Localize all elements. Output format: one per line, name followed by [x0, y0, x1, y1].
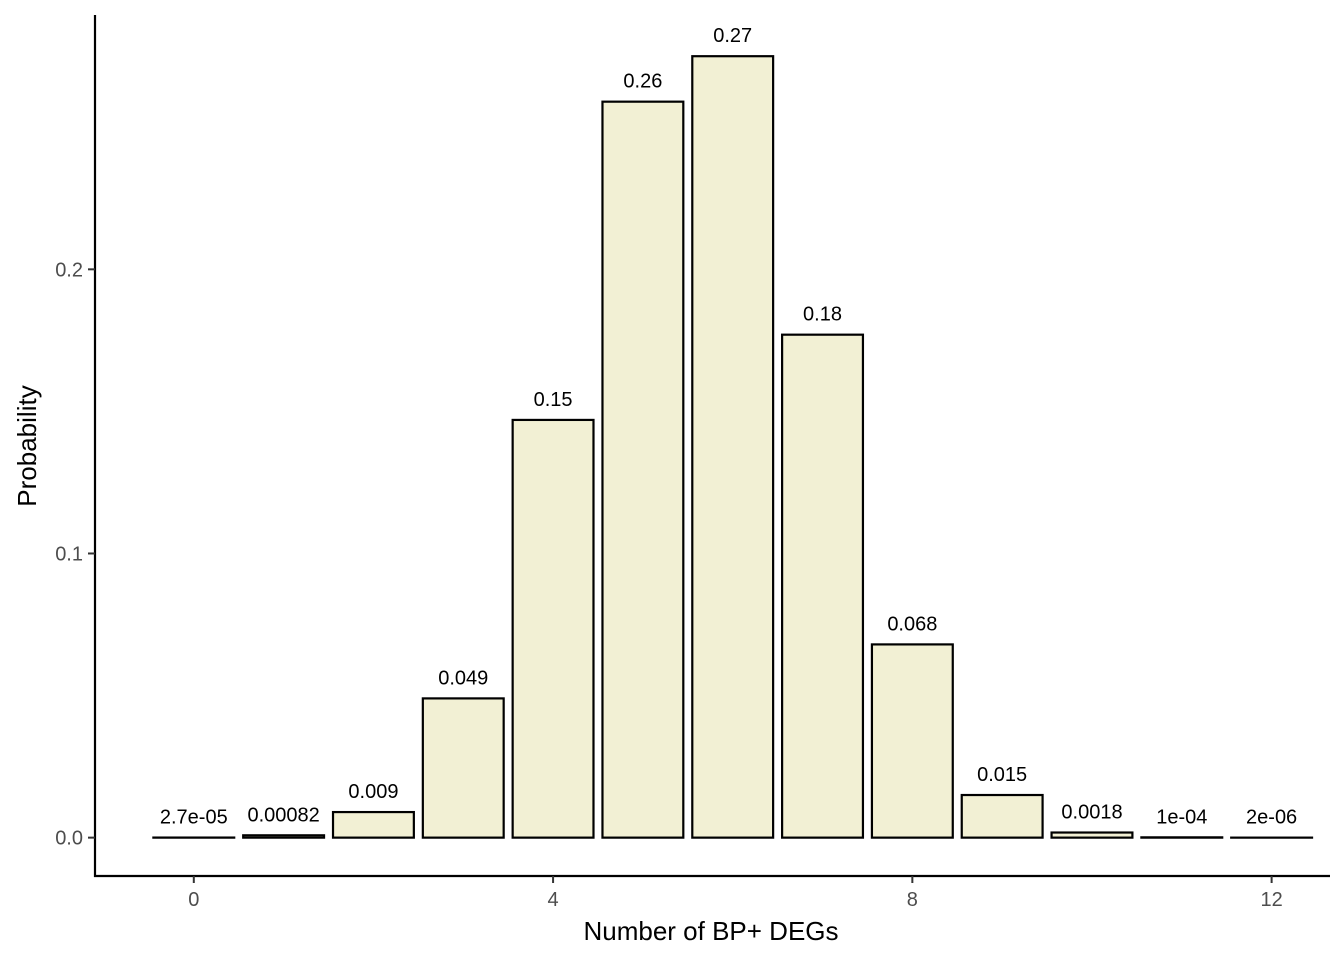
y-tick-label: 0.2	[55, 259, 83, 281]
x-tick-label: 8	[907, 889, 918, 911]
x-tick-label: 4	[548, 889, 559, 911]
bar-value-label-9: 0.015	[977, 764, 1027, 786]
bar-value-label-7: 0.18	[803, 304, 842, 326]
bar-5	[601, 100, 685, 839]
bar-value-label-5: 0.26	[623, 71, 662, 93]
x-ticks-group: 0 4 8 12	[188, 876, 1283, 911]
bar-value-label-4: 0.15	[534, 389, 573, 411]
y-tick-label: 0.1	[55, 543, 83, 565]
bars-group	[152, 55, 1314, 839]
y-axis-title: Probability	[12, 385, 42, 506]
bar-value-label-1: 0.00082	[247, 804, 319, 826]
bar-value-label-12: 2e-06	[1246, 807, 1297, 829]
bar-6	[691, 55, 775, 839]
bar-7	[781, 333, 865, 839]
x-tick-label: 12	[1260, 889, 1282, 911]
y-tick-label: 0.0	[55, 828, 83, 850]
y-ticks-group: 0.0 0.1 0.2	[55, 259, 95, 850]
bar-value-label-2: 0.009	[348, 781, 398, 803]
x-axis-title: Number of BP+ DEGs	[583, 916, 838, 946]
bar-10	[1050, 831, 1134, 839]
bar-labels-group: 2.7e-05 0.00082 0.009 0.049 0.15 0.26 0.27 0.18…	[160, 25, 1297, 828]
bar-value-label-11: 1e-04	[1156, 806, 1207, 828]
bar-value-label-0: 2.7e-05	[160, 807, 228, 829]
bar-8	[870, 643, 954, 839]
bar-value-label-3: 0.049	[438, 667, 488, 689]
bar-1	[242, 834, 326, 839]
bar-3	[421, 697, 505, 839]
bar-4	[511, 418, 595, 839]
bar-value-label-6: 0.27	[713, 25, 752, 47]
bar-value-label-8: 0.068	[887, 613, 937, 635]
bar-9	[960, 793, 1044, 839]
bar-value-label-10: 0.0018	[1061, 802, 1122, 824]
bar-2	[331, 810, 415, 839]
x-tick-label: 0	[188, 889, 199, 911]
